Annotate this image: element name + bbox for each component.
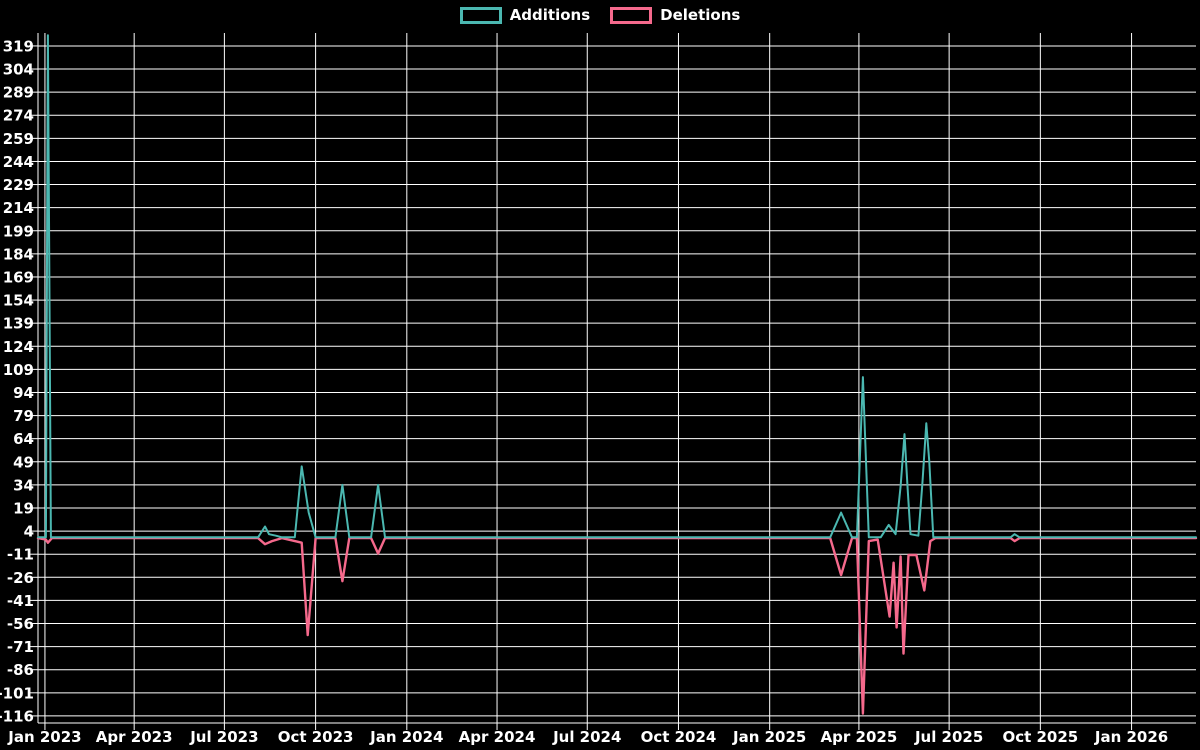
legend-item-additions[interactable]: Additions [459,6,591,24]
svg-text:-86: -86 [7,661,34,679]
additions-line [37,34,1197,539]
y-axis-labels: 319 304 289 274 259 244 229 214 199 184 169 154 139 1… [0,37,34,725]
x-axis-labels: Jan 2023 Apr 2023 Jul 2023 Oct 2023 Jan 2024… [7,728,1168,746]
legend-label-additions: Additions [509,6,591,24]
svg-text:Oct 2025: Oct 2025 [1002,728,1078,746]
svg-text:Jul 2025: Jul 2025 [914,728,983,746]
additions-swatch-icon [459,7,502,24]
svg-text:94: 94 [13,384,34,402]
svg-text:19: 19 [13,499,34,517]
svg-text:64: 64 [13,430,34,448]
svg-text:244: 244 [3,153,34,171]
svg-text:49: 49 [13,453,34,471]
svg-text:34: 34 [13,476,34,494]
deletions-line [36,536,1198,715]
svg-text:-71: -71 [7,638,34,656]
svg-text:Oct 2023: Oct 2023 [278,728,354,746]
svg-text:Jan 2025: Jan 2025 [732,728,806,746]
svg-text:79: 79 [13,407,34,425]
axis-lines [30,33,1196,730]
chart-legend: Additions Deletions [0,7,1200,24]
grid-lines [38,33,1196,723]
svg-text:289: 289 [3,84,34,102]
legend-item-deletions[interactable]: Deletions [610,7,740,24]
svg-text:154: 154 [3,292,34,310]
svg-text:304: 304 [3,61,34,79]
svg-text:139: 139 [3,315,34,333]
svg-text:Jan 2026: Jan 2026 [1094,728,1168,746]
legend-label-deletions: Deletions [660,6,741,24]
svg-text:259: 259 [3,130,34,148]
svg-text:Jan 2024: Jan 2024 [369,728,443,746]
svg-text:Apr 2023: Apr 2023 [96,728,173,746]
svg-text:Jan 2023: Jan 2023 [7,728,81,746]
svg-text:Jul 2023: Jul 2023 [189,728,258,746]
svg-text:124: 124 [3,338,34,356]
svg-text:229: 229 [3,176,34,194]
svg-text:-116: -116 [0,707,34,725]
svg-text:Jul 2024: Jul 2024 [552,728,621,746]
svg-text:199: 199 [3,222,34,240]
svg-text:-101: -101 [0,684,34,702]
svg-text:109: 109 [3,361,34,379]
svg-text:-56: -56 [7,615,34,633]
svg-text:169: 169 [3,268,34,286]
svg-text:214: 214 [3,199,34,217]
svg-text:Apr 2025: Apr 2025 [821,728,898,746]
svg-text:4: 4 [24,523,34,541]
svg-text:274: 274 [3,107,34,125]
svg-text:Apr 2024: Apr 2024 [459,728,536,746]
svg-text:-41: -41 [7,592,34,610]
svg-text:319: 319 [3,37,34,55]
deletions-swatch-icon [610,7,653,24]
svg-text:184: 184 [3,245,34,263]
svg-text:Oct 2024: Oct 2024 [641,728,717,746]
svg-text:-26: -26 [7,569,34,587]
svg-text:-11: -11 [7,546,34,564]
